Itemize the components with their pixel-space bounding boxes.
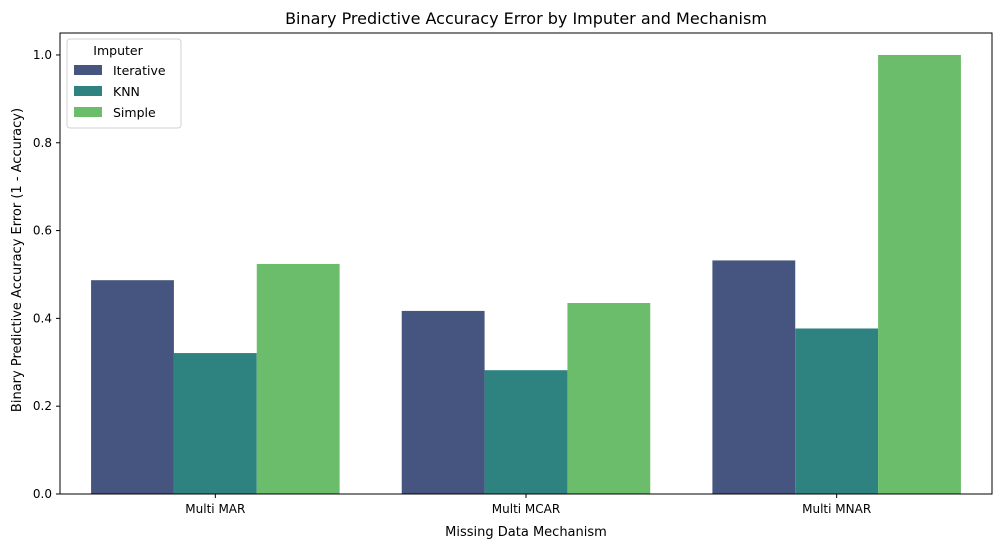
legend-swatch-iterative bbox=[74, 65, 102, 75]
legend-title: Imputer bbox=[93, 43, 143, 58]
bar-knn-0 bbox=[173, 353, 257, 494]
bar-simple-2 bbox=[878, 54, 961, 494]
bar-simple-0 bbox=[256, 263, 340, 494]
y-tick-label: 0.8 bbox=[33, 136, 52, 150]
y-axis-label: Binary Predictive Accuracy Error (1 - Ac… bbox=[10, 108, 25, 412]
bar-simple-1 bbox=[567, 303, 651, 494]
chart-title: Binary Predictive Accuracy Error by Impu… bbox=[285, 9, 767, 28]
x-tick-label: Multi MCAR bbox=[492, 502, 560, 516]
legend-swatch-knn bbox=[74, 86, 102, 96]
bar-knn-1 bbox=[484, 370, 568, 494]
bar-iterative-2 bbox=[712, 260, 796, 494]
legend-label-knn: KNN bbox=[113, 84, 140, 99]
y-tick-label: 0.0 bbox=[33, 487, 52, 501]
x-axis-label: Missing Data Mechanism bbox=[445, 525, 607, 540]
y-tick-label: 0.4 bbox=[33, 311, 52, 325]
legend-label-iterative: Iterative bbox=[113, 63, 166, 78]
legend-box bbox=[66, 38, 182, 129]
legend: Imputer Iterative KNN Simple bbox=[66, 38, 182, 129]
bar-iterative-0 bbox=[91, 280, 174, 494]
bar-knn-2 bbox=[795, 328, 879, 494]
y-tick-label: 0.6 bbox=[33, 224, 52, 238]
x-tick-label: Multi MNAR bbox=[802, 502, 871, 516]
legend-label-simple: Simple bbox=[113, 105, 156, 120]
x-tick-label: Multi MAR bbox=[185, 502, 245, 516]
legend-swatch-simple bbox=[74, 107, 102, 117]
y-tick-label: 0.2 bbox=[33, 399, 52, 413]
y-tick-label: 1.0 bbox=[33, 48, 52, 62]
plot-area: 0.0 0.2 0.4 0.6 0.8 1.0 Multi MAR Multi MCAR Mul… bbox=[33, 32, 993, 516]
bar-iterative-1 bbox=[401, 310, 485, 494]
